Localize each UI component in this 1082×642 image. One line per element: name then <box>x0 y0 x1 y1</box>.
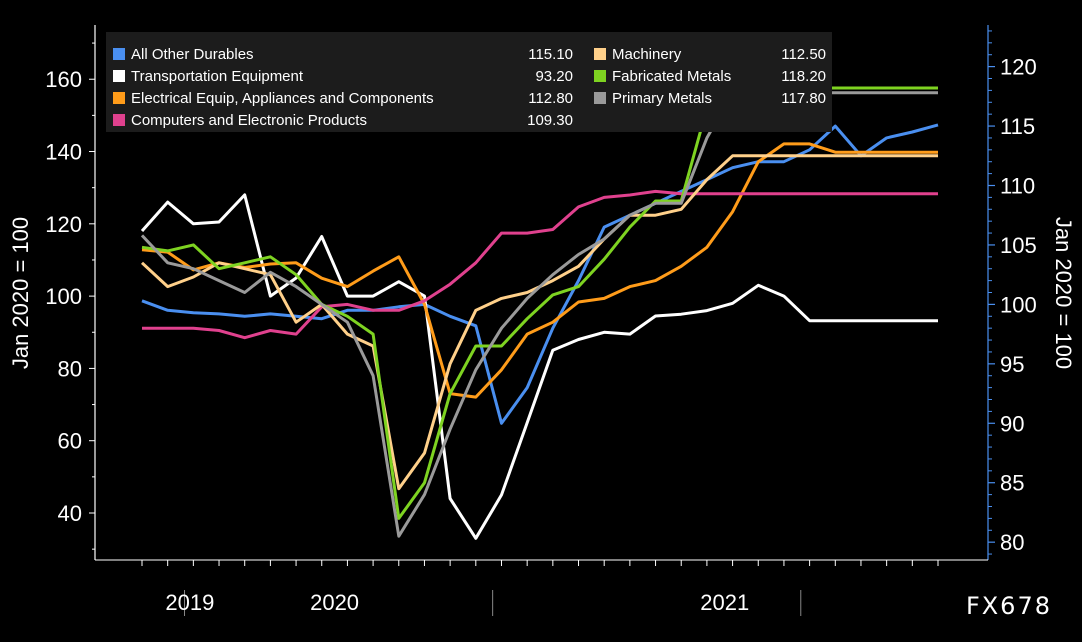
legend-label: Electrical Equip, Appliances and Compone… <box>131 90 434 107</box>
legend-background <box>106 32 832 132</box>
legend-value: 93.20 <box>535 68 573 85</box>
legend-value: 115.10 <box>528 46 573 63</box>
right-tick-label: 90 <box>1000 411 1024 436</box>
right-tick-label: 80 <box>1000 530 1024 555</box>
legend-label: Computers and Electronic Products <box>131 112 367 129</box>
year-label: 2020 <box>310 590 359 615</box>
right-tick-label: 120 <box>1000 55 1037 80</box>
brand-watermark: FX678 <box>965 592 1052 620</box>
left-tick-label: 60 <box>58 429 82 454</box>
series-line <box>140 154 938 491</box>
right-tick-label: 100 <box>1000 292 1037 317</box>
left-axis-label: Jan 2020 = 100 <box>8 217 33 369</box>
left-tick-label: 120 <box>45 212 82 237</box>
legend-label: Fabricated Metals <box>612 68 731 85</box>
right-tick-label: 115 <box>1000 114 1035 139</box>
legend: All Other Durables 115.10 Transportation E… <box>106 32 832 132</box>
legend-label: Primary Metals <box>612 90 712 107</box>
year-label: 2021 <box>700 590 749 615</box>
legend-label: Transportation Equipment <box>131 68 304 85</box>
series-lines <box>140 86 939 540</box>
series-line <box>141 86 938 520</box>
left-tick-label: 160 <box>45 67 82 92</box>
legend-value: 117.80 <box>781 90 826 107</box>
right-tick-label: 110 <box>1000 174 1035 199</box>
legend-swatch <box>594 92 606 104</box>
legend-swatch <box>113 48 125 60</box>
legend-swatch <box>594 70 606 82</box>
series-line <box>141 142 938 399</box>
legend-value: 112.50 <box>781 46 826 63</box>
right-tick-label: 105 <box>1000 233 1037 258</box>
legend-swatch <box>113 92 125 104</box>
series-line <box>142 189 938 340</box>
legend-label: All Other Durables <box>131 46 254 63</box>
year-label: 2019 <box>165 590 214 615</box>
legend-swatch <box>113 70 125 82</box>
right-axis-label: Jan 2020 = 100 <box>1051 217 1076 369</box>
series-line <box>141 123 939 425</box>
legend-label: Machinery <box>612 46 682 63</box>
legend-value: 109.30 <box>527 112 573 129</box>
left-axis-ticks: 40 60 80 100 120 140 160 <box>45 42 95 550</box>
right-tick-label: 95 <box>1000 352 1024 377</box>
right-tick-label: 85 <box>1000 471 1024 496</box>
x-axis-ticks: 2019 2020 2021 <box>141 560 939 616</box>
legend-swatch <box>594 48 606 60</box>
left-tick-label: 100 <box>45 284 82 309</box>
left-tick-label: 140 <box>45 140 82 165</box>
right-axis-ticks: 80 85 90 95 100 105 110 115 120 <box>988 30 1037 555</box>
legend-swatch <box>113 114 125 126</box>
legend-value: 118.20 <box>781 68 826 85</box>
series-line <box>140 193 938 540</box>
left-tick-label: 40 <box>58 501 82 526</box>
legend-value: 112.80 <box>528 90 573 107</box>
left-tick-label: 80 <box>58 356 82 381</box>
